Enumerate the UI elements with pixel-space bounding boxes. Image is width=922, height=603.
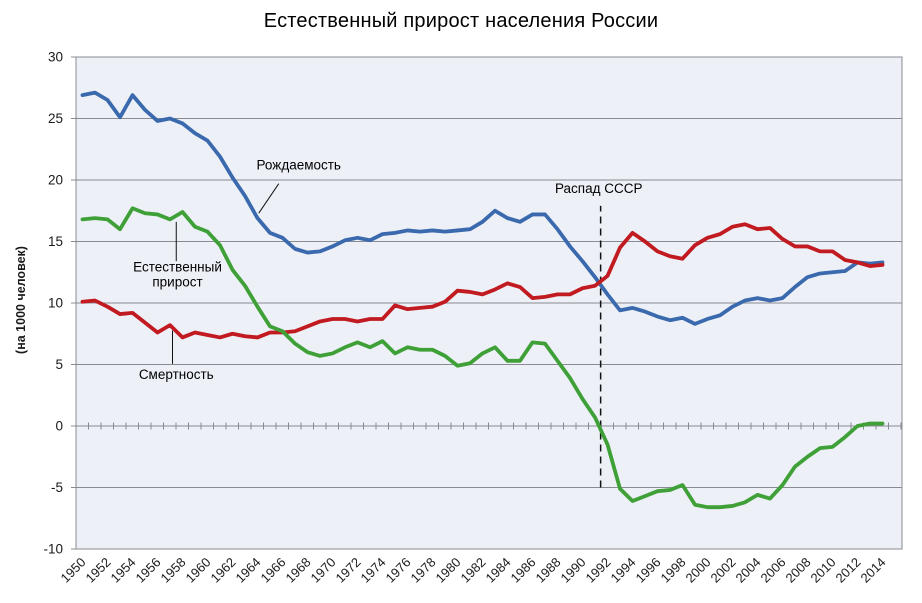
x-axis-label: 1964 [233,555,264,586]
annotation-birth-rate-label: Рождаемость [257,158,341,173]
x-axis-label: 1978 [408,555,439,586]
y-axis-label: 25 [48,111,63,126]
x-axis-label: 1982 [458,555,489,586]
x-axis-label: 2012 [833,555,864,586]
x-axis-label: 1994 [608,555,639,586]
chart-title: Естественный прирост населения России [263,10,659,32]
x-axis-label: 1962 [208,555,239,586]
annotations: Рождаемость Естественный прирост Смертность… [133,158,642,382]
x-axis-label: 1988 [533,555,564,586]
x-axis-label: 2008 [783,555,814,586]
x-axis-label: 2006 [758,555,789,586]
series-line-natural-increase [80,206,885,510]
annotation-birth-rate-pointer-line [258,183,280,214]
y-axis-title: (на 1000 человек) [14,246,28,354]
annotation-ussr-collapse-label: Распад СССР [555,181,643,196]
x-axis-label: 2014 [858,555,889,586]
y-axis-label: 0 [55,419,63,434]
x-axis-label: 1986 [508,555,539,586]
x-axis-label: 1996 [633,555,664,586]
annotation-death-rate-label: Смертность [139,367,214,382]
x-axis-label: 1980 [433,555,464,586]
x-axis-label: 1950 [58,555,89,586]
x-axis-labels: 1950195219541956195819601962196419661968… [58,555,889,586]
series-line-death-rate [80,222,885,340]
y-axis-label: 5 [55,357,63,372]
x-axis-label: 1990 [558,555,589,586]
x-axis-label: 1992 [583,555,614,586]
y-axis-labels: 30 25 20 15 10 5 0 -5 -10 [43,50,63,557]
x-axis-label: 1970 [308,555,339,586]
series-lines [80,90,885,510]
x-axis-label: 1998 [658,555,689,586]
x-axis-label: 1954 [108,555,139,586]
x-axis-label: 2002 [708,555,739,586]
series-line-birth-rate [80,90,885,326]
x-axis-label: 1968 [283,555,314,586]
x-axis-label: 1974 [358,555,389,586]
x-axis-label: 2010 [808,555,839,586]
y-axis-label: -10 [43,542,63,557]
annotation-natural-increase-label: Естественный прирост [133,260,222,290]
y-axis-label: -5 [51,480,63,495]
gridlines [75,56,903,550]
x-axis-label: 2004 [733,555,764,586]
x-axis-label: 1960 [183,555,214,586]
y-axis-label: 30 [48,50,63,65]
y-axis-label: 20 [48,173,63,188]
x-axis-label: 1976 [383,555,414,586]
x-axis-label: 1984 [483,555,514,586]
axis-ticks [71,56,902,550]
x-axis-label: 1958 [158,555,189,586]
x-axis-label: 1972 [333,555,364,586]
y-axis-label: 10 [48,296,63,311]
x-axis-label: 1956 [133,555,164,586]
x-axis-label: 1966 [258,555,289,586]
y-axis-label: 15 [48,234,63,249]
x-axis-label: 2000 [683,555,714,586]
x-axis-label: 1952 [83,555,114,586]
